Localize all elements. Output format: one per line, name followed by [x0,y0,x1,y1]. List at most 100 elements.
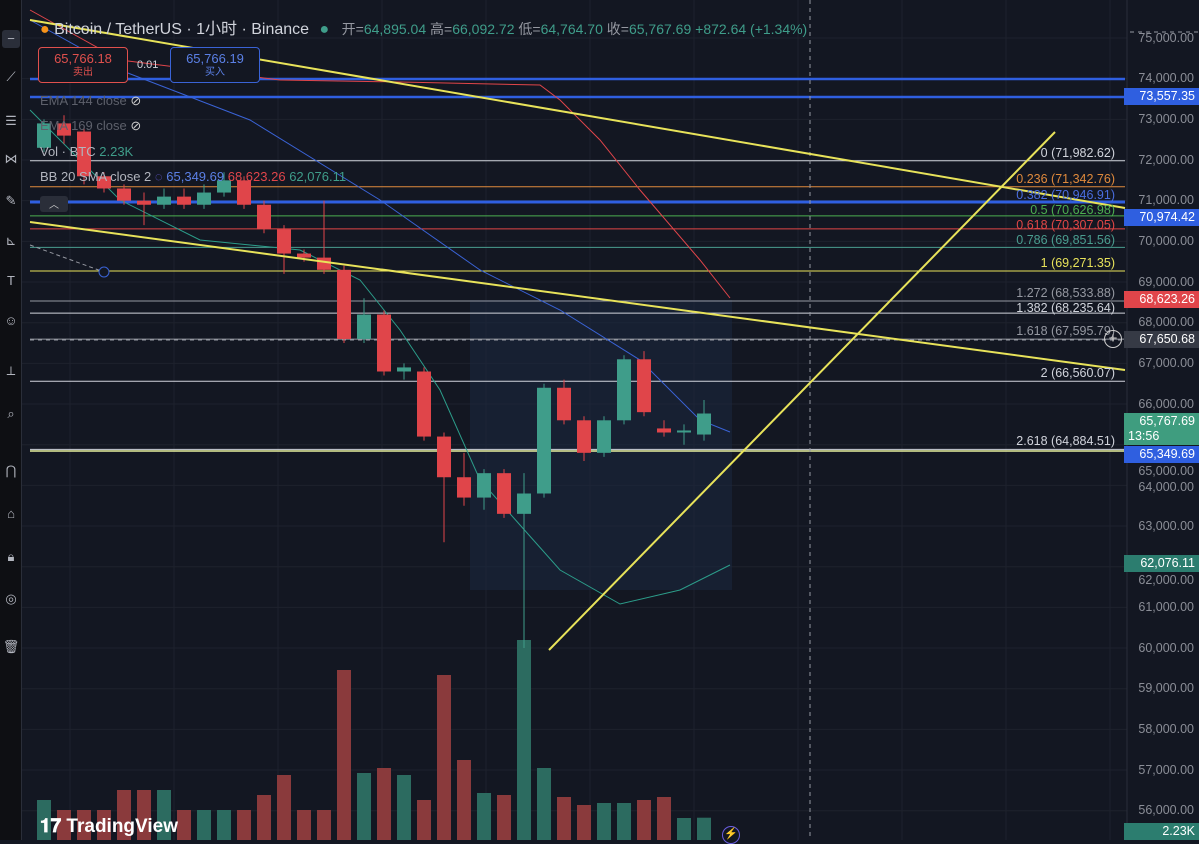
volume-bar [497,795,511,840]
price-label: 56,000.00 [1138,803,1194,818]
price-label: 62,000.00 [1138,573,1194,588]
pattern-tool-icon[interactable]: ⋈ [4,151,18,166]
candle-body [377,314,391,372]
candle-body [277,229,291,254]
zoom-tool-icon[interactable]: ⌕ [7,406,15,421]
collapse-legend-button[interactable]: ︿ [40,196,68,212]
candle-body [177,196,191,205]
volume-bar [137,790,151,840]
candle-body [97,176,111,189]
price-label: 75,000.00 [1138,30,1194,45]
volume-bar [657,797,671,840]
price-badge: 62,076.11 [1124,555,1199,573]
price-axis[interactable]: 75,000.00 74,000.00 73,000.00 72,000.00 71,0… [1124,0,1199,840]
symbol-legend[interactable]: ● Bitcoin / TetherUS · 1小时 · Binance ● 开… [40,20,807,39]
add-alert-plus-icon[interactable]: + [1104,330,1122,348]
candle-body [117,188,131,201]
volume-bar [197,810,211,840]
candle-body [437,436,451,478]
candle-body [317,257,331,270]
indicator-ema144[interactable]: EMA 144 close ⊘ [40,93,142,108]
volume-bar [37,800,51,840]
candle-body [237,180,251,205]
candle-body [357,314,371,339]
ruler-tool-icon[interactable]: ⟂ [6,363,16,378]
loading-icon: ◌ [154,169,163,184]
fib-tool-icon[interactable]: ☰ [5,113,17,128]
indicator-bb[interactable]: BB 20 SMA close 2 ◌ 65,349.69 68,623.26 … [40,169,347,184]
candle-body [697,413,711,435]
candle-body [37,123,51,148]
sell-button[interactable]: 65,766.18 卖出 [38,47,128,83]
volume-bar [297,810,311,840]
candle-body [417,371,431,437]
candle-body [257,204,271,230]
dashed-trendline [29,244,105,273]
candle-body [617,359,631,421]
candle-body [217,180,231,193]
trash-icon[interactable]: 🗑︎ [2,639,20,654]
hidden-eye-icon: ⊘ [130,118,142,133]
price-label: 63,000.00 [1138,518,1194,533]
indicator-ema169[interactable]: EMA 169 close ⊘ [40,118,142,133]
grid [22,0,1127,840]
price-badge: 65,349.69 [1124,445,1199,463]
status-dot-icon: ● [319,21,330,38]
volume-bar [397,775,411,840]
volume-bar [557,797,571,840]
emoji-tool-icon[interactable]: ☺ [4,313,18,328]
text-tool-icon[interactable]: T [7,273,15,288]
bb-lower-line [29,109,731,605]
volume-bar [117,790,131,840]
volume-bar [337,670,351,840]
trendline-support [548,131,1056,651]
price-label: 66,000.00 [1138,396,1194,411]
candle-body [157,196,171,205]
price-badge: 73,557.35 [1124,88,1199,106]
price-label: 68,000.00 [1138,315,1194,330]
volume-bar [157,790,171,840]
fib-level-label: 2 (66,560.07) [1040,366,1115,381]
volume-bar [697,817,711,840]
volume-bar [377,768,391,840]
volume-bar [537,768,551,840]
candle-body [337,269,351,339]
ohlc-values: 开=64,895.04 高=66,092.72 低=64,764.70 收=65… [341,21,808,37]
tradingview-logo[interactable]: 𝟏𝟕 TradingView [40,816,178,837]
indicator-volume[interactable]: Vol · BTC 2.23K [40,144,134,159]
fib-level-label: 1.272 (68,533.88) [1016,285,1115,300]
magnet-tool-icon[interactable]: ⋂ [5,463,17,478]
order-quantity[interactable]: 0.01 [137,59,159,71]
price-label: 70,000.00 [1138,233,1194,248]
fib-level-label: 0.618 (70,307.05) [1016,217,1115,232]
buy-button[interactable]: 65,766.19 买入 [170,47,260,83]
volume-bar [237,810,251,840]
bb-basis-line [29,19,731,433]
volume-bar [257,795,271,840]
volume-bar [77,810,91,840]
anchor-point [98,266,110,278]
trendline-lower [29,221,1126,371]
candle-body [397,367,411,372]
price-label: 69,000.00 [1138,274,1194,289]
fib-level-label: 1 (69,271.35) [1040,255,1115,270]
trendline-tool-icon[interactable]: ⟋ [6,69,16,84]
candle-body [657,428,671,433]
lock-tool-icon[interactable]: ⌂ [7,506,15,521]
fib-level-label: 1.618 (67,595.79) [1016,324,1115,339]
lightning-icon[interactable]: ⚡ [722,826,740,844]
price-label: 73,000.00 [1138,111,1194,126]
minus-icon[interactable]: − [2,30,20,48]
candle-body [677,430,691,433]
candle-body [77,131,91,177]
brush-tool-icon[interactable]: ✎ [5,193,17,208]
eye-icon[interactable]: ◎ [5,591,17,606]
volume-bar [517,640,531,840]
candle-body [497,473,511,514]
volume-bar [597,803,611,840]
cursor-tool-icon[interactable]: ⊾ [5,233,17,248]
volume-bar [57,810,71,840]
price-badge: 65,767.69 13:56 [1124,412,1199,445]
lock-drawings-icon[interactable]: 🔒︎ [7,549,15,564]
